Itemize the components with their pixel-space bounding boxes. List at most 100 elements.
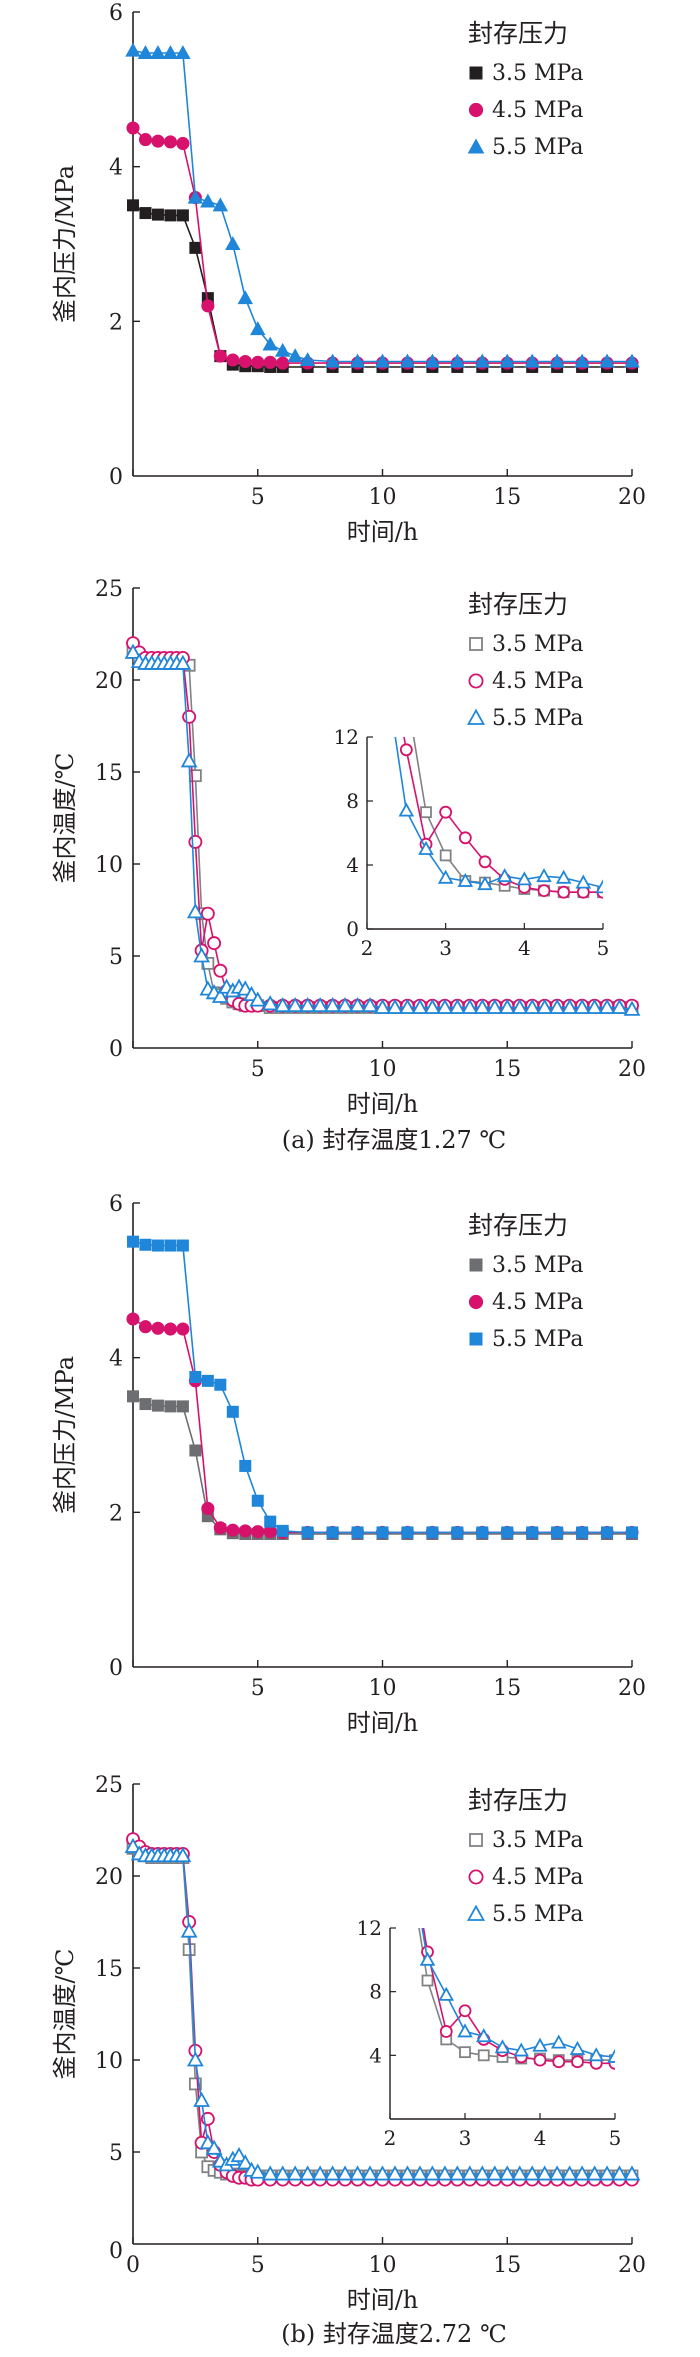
series-markers-3 <box>124 1837 641 2181</box>
data-point <box>399 998 416 1014</box>
legend-title: 封存压力 <box>468 590 568 619</box>
data-point <box>573 2165 591 2181</box>
inset-data-point <box>552 2055 566 2069</box>
x-tick-label: 20 <box>618 485 646 510</box>
legend-marker <box>469 1332 483 1346</box>
inset-y-tick-label: 0 <box>346 917 359 941</box>
data-point <box>374 2165 391 2181</box>
inset-data-point <box>575 874 592 889</box>
y-tick-label: 2 <box>109 1501 123 1526</box>
data-point <box>249 991 267 1007</box>
data-point <box>461 998 479 1014</box>
data-point <box>151 134 165 148</box>
inset-data-point <box>496 868 513 883</box>
legend-title: 封存压力 <box>468 1211 568 1240</box>
data-point <box>349 353 366 368</box>
x-tick-label: 15 <box>493 1676 521 1701</box>
inset-series-markers-3 <box>380 673 603 894</box>
data-point <box>501 1526 514 1539</box>
data-point <box>548 998 566 1014</box>
data-point <box>274 996 292 1013</box>
inset-data-point <box>404 1859 414 1869</box>
data-point <box>336 2165 354 2181</box>
data-point <box>461 2165 479 2181</box>
x-tick-label: 5 <box>251 2253 265 2278</box>
data-point <box>324 996 342 1013</box>
legend-entry: 5.5 MPa <box>492 1902 583 1927</box>
inset-data-point <box>595 879 603 894</box>
data-point <box>399 2165 416 2181</box>
data-point <box>211 987 229 1003</box>
chart-1: 0 2 4 6 5 10 15 20 时间/h 釜内压力/MPa 封存压力 3.5 MPa 4.5 MP… <box>51 1 646 546</box>
data-point <box>611 998 628 1014</box>
data-point <box>598 998 616 1014</box>
inset-data-point <box>607 2048 615 2063</box>
legend-marker <box>467 138 485 154</box>
data-point <box>174 1847 192 1863</box>
data-point <box>451 1526 464 1539</box>
data-point <box>523 2165 541 2181</box>
data-point <box>250 321 266 336</box>
inset-y-tick-label: 8 <box>369 1980 382 2004</box>
data-point <box>299 996 317 1013</box>
x-tick-label: 10 <box>369 2253 397 2278</box>
data-point <box>311 2165 329 2181</box>
data-point <box>124 643 142 659</box>
data-point <box>399 353 416 368</box>
legend: 封存压力 3.5 MPa 4.5 MPa 5.5 MPa <box>466 1786 583 1927</box>
data-point <box>411 2165 429 2181</box>
data-point <box>374 353 391 368</box>
data-point <box>498 2165 516 2181</box>
legend-marker <box>468 1294 484 1310</box>
legend-marker <box>469 66 483 80</box>
data-point <box>164 1239 177 1252</box>
data-point <box>139 1398 152 1411</box>
data-point <box>213 1521 227 1535</box>
data-point <box>599 353 615 368</box>
inset-data-point <box>458 2004 472 2018</box>
data-point <box>262 336 278 351</box>
data-point <box>200 193 216 208</box>
legend: 封存压力 3.5 MPa 4.5 MPa 5.5 MPa <box>466 590 583 731</box>
inset-y-tick-label: 4 <box>369 2043 382 2067</box>
data-point <box>511 2165 529 2181</box>
inset-data-point <box>403 1835 414 1846</box>
data-point <box>561 998 579 1014</box>
data-point <box>126 1312 140 1326</box>
inset-y-tick-label: 8 <box>346 789 359 813</box>
data-point <box>230 2146 248 2163</box>
data-point <box>448 2165 466 2181</box>
data-point <box>226 1405 239 1418</box>
inset-data-point <box>516 871 533 886</box>
data-point <box>180 752 198 768</box>
y-tick-label: 4 <box>109 1347 123 1372</box>
data-point <box>536 2165 554 2181</box>
data-point <box>361 2165 379 2181</box>
chart-3: 0 2 4 6 5 10 15 20 时间/h 釜内压力/MPa 封存压力 3.5 MPa 4.5 MP… <box>51 1192 646 1737</box>
data-point <box>486 998 504 1014</box>
inset-data-point <box>381 636 392 647</box>
data-point <box>361 996 379 1013</box>
inset-data-point <box>478 855 492 869</box>
inset-series-markers-3 <box>419 1951 615 2063</box>
data-point <box>301 1526 314 1539</box>
data-point <box>239 1459 252 1472</box>
y-tick-label: 2 <box>109 310 123 335</box>
inset-y-tick-label: 4 <box>346 853 359 877</box>
data-point <box>251 1525 265 1539</box>
data-point <box>586 2165 603 2181</box>
y-tick-label: 15 <box>95 1957 123 1982</box>
data-point <box>548 2165 566 2181</box>
data-point <box>176 1239 189 1252</box>
inset-data-point <box>588 2047 605 2062</box>
x-tick-label: 10 <box>369 1057 397 1082</box>
inset-x-tick-label: 3 <box>439 936 452 960</box>
data-point <box>164 209 177 222</box>
inset-data-point <box>513 2042 530 2057</box>
data-point <box>180 1922 198 1938</box>
inset-data-point <box>380 673 393 684</box>
inset-data-point <box>398 802 415 817</box>
x-tick-label: 20 <box>618 2253 646 2278</box>
data-point <box>200 906 215 921</box>
